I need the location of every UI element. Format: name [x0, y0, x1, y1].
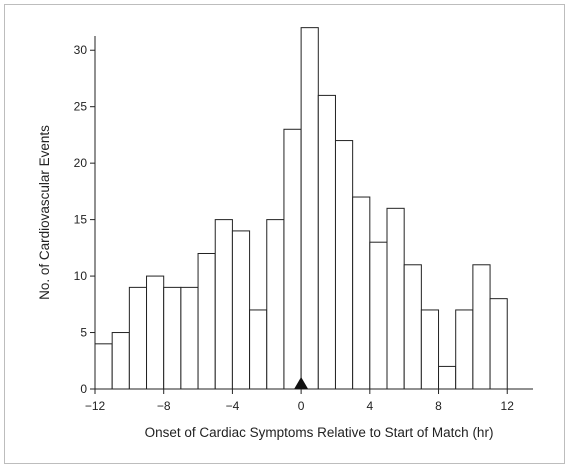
- y-tick-label: 15: [74, 213, 88, 227]
- y-axis-title: No. of Cardiovascular Events: [37, 125, 52, 300]
- histogram-bar: [369, 241, 388, 390]
- histogram-bar: [283, 128, 302, 390]
- x-tick-label: 0: [298, 399, 305, 413]
- histogram-bar: [128, 286, 148, 390]
- histogram-bar: [352, 196, 371, 390]
- histogram-bar: [403, 264, 422, 390]
- y-tick-label: 20: [74, 156, 88, 170]
- histogram-bar: [317, 94, 336, 390]
- histogram-bar: [146, 275, 165, 390]
- y-tick-label: 10: [74, 269, 88, 283]
- x-tick-label: −12: [85, 399, 106, 413]
- match-start-marker: [294, 377, 309, 389]
- axes-group: [94, 36, 533, 390]
- histogram-bar: [163, 286, 182, 390]
- y-ticks-group: 0 5 10 15 20 25 30: [74, 43, 95, 396]
- histogram-bar: [111, 332, 130, 390]
- y-tick-label: 0: [80, 382, 87, 396]
- histogram-bar: [334, 140, 354, 390]
- x-tick-label: −4: [226, 399, 240, 413]
- histogram-bar: [300, 27, 319, 390]
- bars-group: [94, 27, 508, 390]
- histogram-bar: [438, 365, 457, 390]
- histogram-bar: [472, 264, 491, 390]
- histogram-bar: [94, 343, 113, 390]
- histogram-bar: [180, 286, 199, 390]
- histogram-bar: [249, 309, 268, 390]
- histogram-bar: [214, 219, 233, 390]
- x-tick-label: 4: [366, 399, 373, 413]
- histogram-bar: [489, 298, 508, 390]
- histogram-bar: [266, 219, 285, 390]
- histogram-bar: [455, 309, 474, 390]
- histogram-bar: [231, 230, 251, 390]
- x-axis-title: Onset of Cardiac Symptoms Relative to St…: [145, 425, 494, 440]
- histogram-bar: [197, 252, 216, 390]
- y-tick-label: 5: [80, 326, 87, 340]
- y-tick-label: 30: [74, 43, 88, 57]
- y-tick-label: 25: [74, 100, 88, 114]
- histogram-bar: [420, 309, 440, 390]
- x-tick-label: 12: [501, 399, 515, 413]
- x-ticks-group: −12 −8 −4 0 4 8 12: [85, 389, 514, 413]
- x-tick-label: −8: [157, 399, 171, 413]
- histogram-bar: [386, 207, 405, 390]
- x-tick-label: 8: [435, 399, 442, 413]
